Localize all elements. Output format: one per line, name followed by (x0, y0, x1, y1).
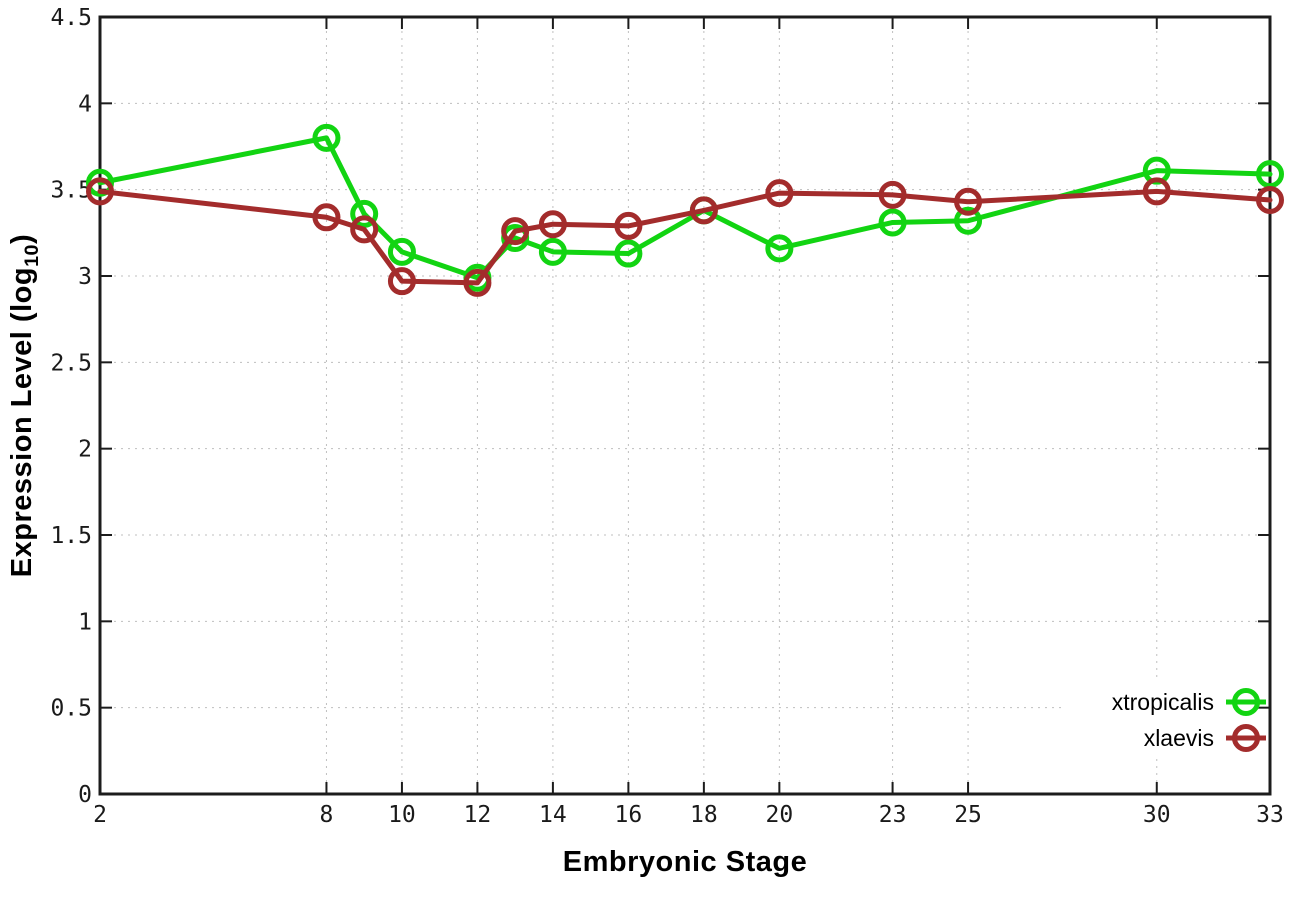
series-xtropicalis-point (954, 206, 983, 235)
plot-border (98, 15, 1272, 796)
x-tick-label: 2 (93, 802, 107, 828)
x-tick-label: 33 (1256, 802, 1284, 828)
series-xtropicalis-point (86, 168, 114, 197)
series-xlaevis-point (954, 187, 983, 216)
y-tick-label: 3.5 (50, 178, 92, 204)
x-tick-label: 12 (464, 802, 492, 828)
series-xlaevis-point (501, 217, 530, 246)
series-xtropicalis-point (765, 234, 794, 263)
series-xlaevis-point (312, 203, 341, 232)
x-axis-title: Embryonic Stage (562, 846, 808, 878)
series-xlaevis-point (387, 267, 416, 296)
legend-label-xtropicalis: xtropicalis (1112, 689, 1214, 715)
legend-sample-marker-xlaevis (1232, 724, 1260, 752)
legend-sample-marker-xtropicalis (1232, 688, 1260, 716)
x-tick-label: 16 (615, 802, 643, 828)
y-tick-label: 4 (78, 91, 92, 117)
y-tick-label: 4.5 (50, 5, 92, 31)
series-xlaevis-point (463, 268, 492, 297)
y-tick-label: 2 (78, 437, 92, 463)
series-xtropicalis-point (614, 239, 643, 268)
y-axis-title-close: ) (6, 233, 38, 244)
series-xlaevis-line (97, 188, 1273, 286)
y-tick-label: 0 (78, 782, 92, 808)
x-tick-label: 20 (766, 802, 794, 828)
series-xlaevis-point (1256, 186, 1284, 215)
y-tick-label: 1.5 (50, 523, 92, 549)
x-tick-label: 8 (320, 802, 334, 828)
series-xlaevis-point (86, 177, 114, 206)
y-axis-title-text: Expression Level (log (6, 266, 38, 578)
y-tick-label: 3 (78, 264, 92, 290)
x-tick-label: 30 (1143, 802, 1171, 828)
x-tick-label: 23 (879, 802, 907, 828)
series-xlaevis-point (1142, 177, 1171, 206)
y-tick-label: 1 (78, 609, 92, 635)
x-tick-label: 10 (388, 802, 416, 828)
series-xlaevis-point (538, 210, 567, 239)
y-axis-title-subscript: 10 (20, 244, 43, 267)
x-tick-label: 18 (690, 802, 718, 828)
series-xlaevis-point (614, 211, 643, 240)
y-tick-label: 0.5 (50, 696, 92, 722)
series-xtropicalis-point (312, 123, 341, 152)
legend-label-xlaevis: xlaevis (1144, 725, 1214, 751)
series-xtropicalis-point (350, 199, 379, 228)
series-xlaevis-point (878, 180, 907, 209)
series-xtropicalis-point (878, 208, 907, 237)
series-xtropicalis-point (1256, 160, 1284, 189)
series-xtropicalis-line (97, 135, 1273, 281)
y-tick-label: 2.5 (50, 350, 92, 376)
series-xlaevis-point (765, 179, 794, 208)
y-axis-title: Expression Level (log10) (6, 17, 44, 794)
x-tick-label: 14 (539, 802, 567, 828)
series-xlaevis-point (689, 196, 718, 225)
series-xtropicalis-point (387, 237, 416, 266)
series-xtropicalis-point (538, 237, 567, 266)
series-xlaevis-point (350, 215, 379, 244)
x-tick-label: 25 (954, 802, 982, 828)
legend-box (1066, 682, 1258, 758)
